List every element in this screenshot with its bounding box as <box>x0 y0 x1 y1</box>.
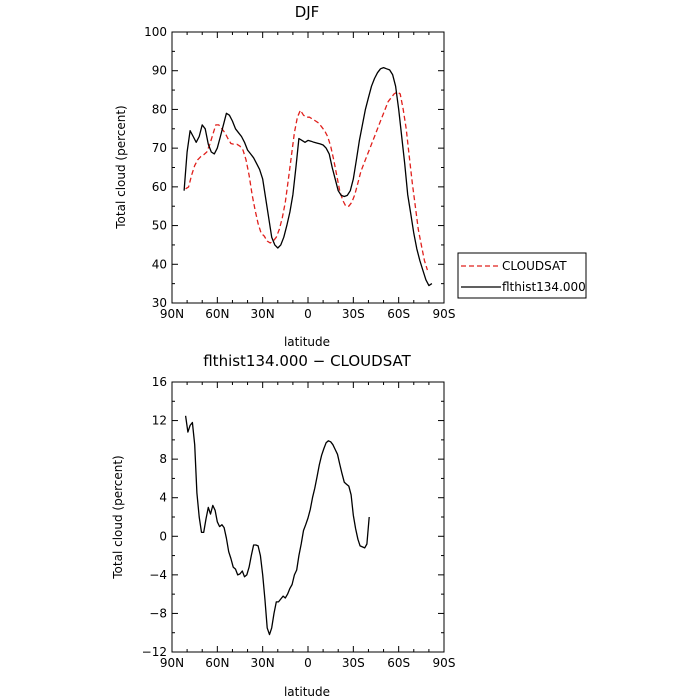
top-chart-ylabel: Total cloud (percent) <box>114 105 128 229</box>
y-tick-label: 90 <box>152 64 167 78</box>
top-chart-xlabel: latitude <box>284 335 330 349</box>
bottom-chart-ylabel: Total cloud (percent) <box>111 455 125 579</box>
x-tick-label: 90N <box>160 307 184 321</box>
plot-frame <box>171 31 445 304</box>
y-tick-label: 40 <box>152 257 167 271</box>
x-tick-label: 0 <box>304 656 312 670</box>
bottom-chart-xlabel: latitude <box>284 685 330 699</box>
y-tick-label: −12 <box>142 645 167 659</box>
x-tick-label: 30S <box>342 656 365 670</box>
top-chart-plot-area: 90N 60N 30N 0 30S 60S 90S 30 40 50 60 70 80 90 100 <box>144 25 455 321</box>
x-tick-label: 60S <box>387 656 410 670</box>
legend-label-flthist: flthist134.000 <box>502 280 586 294</box>
x-tick-label: 30N <box>251 307 275 321</box>
y-tick-label: 100 <box>144 25 167 39</box>
x-tick-label: 90N <box>160 656 184 670</box>
x-tick-label: 0 <box>304 307 312 321</box>
series-line-cloudsat <box>185 91 429 271</box>
y-tick-label: 16 <box>152 375 167 389</box>
y-tick-label: 60 <box>152 180 167 194</box>
y-tick-label: 8 <box>159 452 167 466</box>
legend-label-cloudsat: CLOUDSAT <box>502 259 567 273</box>
bottom-chart-title: flthist134.000 − CLOUDSAT <box>203 352 411 370</box>
y-tick-label: −8 <box>149 606 167 620</box>
top-chart-title: DJF <box>295 3 320 21</box>
legend: CLOUDSAT flthist134.000 <box>457 252 587 299</box>
x-tick-label: 60S <box>387 307 410 321</box>
y-tick-label: 30 <box>152 296 167 310</box>
x-tick-label: 30S <box>342 307 365 321</box>
x-tick-label: 60N <box>205 656 229 670</box>
y-tick-label: 4 <box>159 491 167 505</box>
bottom-chart-plot-area: 90N 60N 30N 0 30S 60S 90S −12 −8 −4 0 4 8 12 16 <box>142 375 456 670</box>
top-chart-panel: DJF Total cloud (percent) latitude 90N 60… <box>114 3 455 349</box>
y-tick-label: 0 <box>159 529 167 543</box>
x-tick-label: 60N <box>205 307 229 321</box>
y-tick-label: 70 <box>152 141 167 155</box>
x-tick-label: 90S <box>433 307 456 321</box>
legend-box <box>457 252 587 299</box>
series-line-flthist134-000 <box>183 66 433 287</box>
series-line-difference <box>184 415 370 636</box>
y-tick-label: 50 <box>152 219 167 233</box>
x-tick-label: 30N <box>251 656 275 670</box>
y-tick-label: −4 <box>149 568 167 582</box>
x-tick-label: 90S <box>433 656 456 670</box>
y-tick-label: 12 <box>152 414 167 428</box>
bottom-chart-panel: flthist134.000 − CLOUDSAT Total cloud (p… <box>111 352 455 699</box>
y-tick-label: 80 <box>152 102 167 116</box>
